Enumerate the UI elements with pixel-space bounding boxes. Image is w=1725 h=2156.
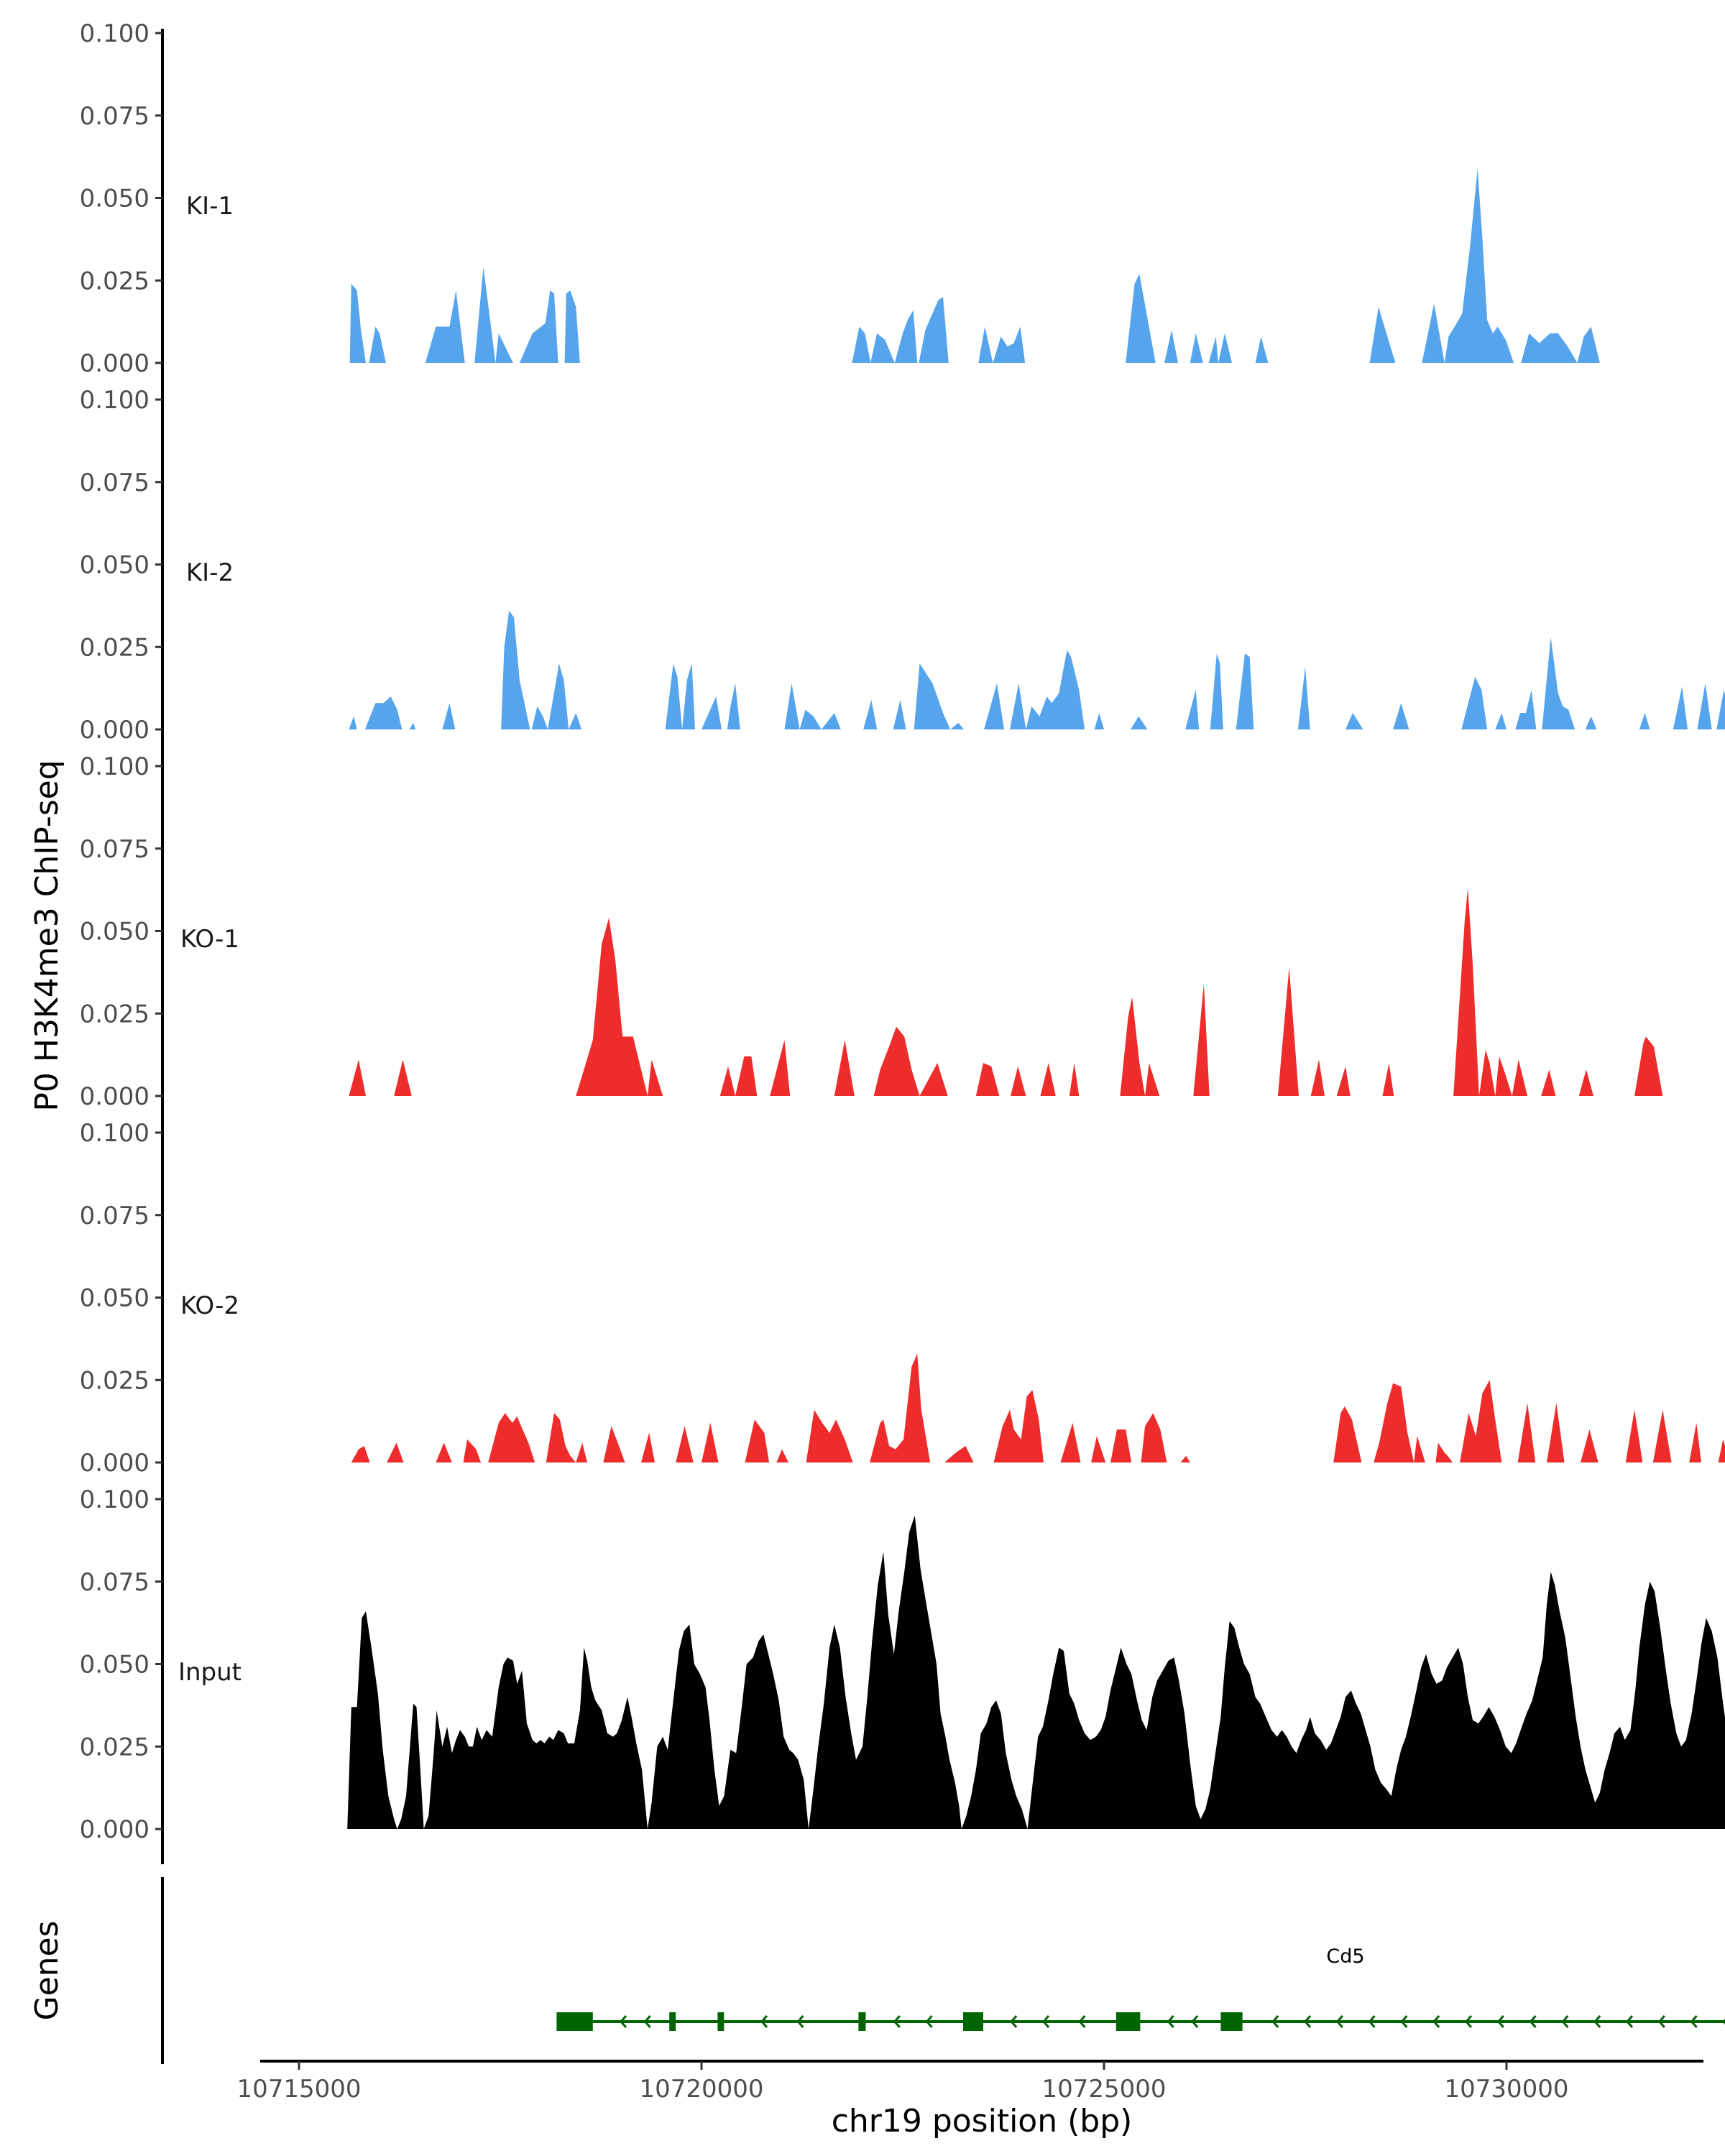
y-tick-label: 0.100 (80, 386, 150, 415)
gene-track: Genes Cd5A430093F15Rik (29, 1877, 1725, 2064)
genes-axis-title: Genes (29, 1920, 65, 2020)
x-axis: chr19 position (bp) 10715000 10720000 1072… (236, 2060, 1703, 2139)
y-tick-label: 0.100 (80, 1485, 150, 1514)
strand-arrow (1042, 2015, 1050, 2028)
y-tick-label: 0.025 (80, 1000, 150, 1028)
y-tick-label: 0.000 (80, 1815, 150, 1844)
strand-arrow (1304, 2015, 1312, 2028)
y-tick-label: 0.000 (80, 716, 150, 745)
y-tick-label: 0.050 (80, 1651, 150, 1680)
coverage-area-ki-2 (349, 610, 1725, 729)
track-ki-1: 0.000 0.025 0.050 0.075 0.100 KI-1 (80, 19, 1725, 398)
strand-arrow (643, 2015, 651, 2028)
strand-arrow (1496, 2015, 1504, 2028)
exon-block (717, 2012, 724, 2031)
coverage-area-input (347, 1515, 1725, 1829)
strand-arrow (1465, 2015, 1473, 2028)
track-ko-2: 0.000 0.025 0.050 0.075 0.100 KO-2 (80, 1119, 1725, 1498)
y-tick-label: 0.075 (80, 1568, 150, 1597)
strand-arrow (620, 2015, 627, 2028)
y-tick-label: 0.075 (80, 102, 150, 131)
strand-arrow (893, 2015, 901, 2028)
y-axis-title: P0 H3K4me3 ChIP-seq (29, 760, 65, 1111)
strand-arrow (1561, 2015, 1569, 2028)
y-tick-label: 0.000 (80, 1082, 150, 1111)
y-tick-label: 0.050 (80, 1284, 150, 1313)
track-input: 0.000 0.025 0.050 0.075 0.100 Input (80, 1485, 1725, 1864)
strand-arrow (1593, 2015, 1601, 2028)
y-tick-label: 0.050 (80, 185, 150, 213)
strand-arrow (1657, 2015, 1665, 2028)
strand-arrow (1368, 2015, 1376, 2028)
strand-arrow (1167, 2015, 1174, 2028)
y-tick-label: 0.075 (80, 1202, 150, 1230)
coverage-area-ki-1 (349, 168, 1725, 363)
gene-name-cd5: Cd5 (1326, 1945, 1364, 1968)
track-label-ko-1: KO-1 (180, 925, 239, 954)
y-tick-label: 0.075 (80, 469, 150, 497)
y-tick-label: 0.050 (80, 551, 150, 580)
strand-arrow (1529, 2015, 1537, 2028)
gene-cd5: Cd5 (556, 1945, 1725, 2031)
track-label-ki-1: KI-1 (186, 192, 234, 221)
strand-arrow (1626, 2015, 1634, 2028)
exon-block (963, 2012, 983, 2031)
exon-block (1220, 2012, 1243, 2031)
y-tick-label: 0.000 (80, 349, 150, 378)
exon-block (858, 2012, 866, 2031)
strand-arrow (925, 2015, 933, 2028)
track-ko-1: 0.000 0.025 0.050 0.075 0.100 KO-1 (80, 752, 1725, 1131)
y-tick-label: 0.050 (80, 918, 150, 946)
y-tick-label: 0.025 (80, 633, 150, 662)
tracks: 0.0000.0250.0500.0750.100KI-10.0000.0250… (80, 19, 1725, 1864)
exon-block (1116, 2012, 1141, 2031)
strand-arrow (1271, 2015, 1279, 2028)
strand-arrow (760, 2015, 768, 2028)
strand-arrow (1400, 2015, 1408, 2028)
y-tick-label: 0.025 (80, 1366, 150, 1395)
strand-arrow (1335, 2015, 1343, 2028)
y-tick-label: 0.100 (80, 752, 150, 781)
y-tick-label: 0.025 (80, 1733, 150, 1761)
strand-arrow (1191, 2015, 1199, 2028)
coverage-area-ko-1 (349, 888, 1725, 1096)
strand-arrow (796, 2015, 804, 2028)
strand-arrow (1690, 2015, 1698, 2028)
x-tick-label: 10725000 (1041, 2075, 1166, 2104)
strand-arrow (1078, 2015, 1086, 2028)
track-label-input: Input (178, 1658, 242, 1687)
track-label-ko-2: KO-2 (180, 1291, 239, 1320)
y-tick-label: 0.000 (80, 1449, 150, 1478)
y-tick-label: 0.100 (80, 19, 150, 48)
track-label-ki-2: KI-2 (186, 558, 234, 587)
y-tick-label: 0.075 (80, 835, 150, 864)
coverage-area-ko-2 (351, 1353, 1725, 1462)
strand-arrow (1722, 2018, 1725, 2025)
strand-arrow (1010, 2015, 1018, 2028)
x-tick-label: 10715000 (236, 2075, 361, 2104)
y-tick-label: 0.025 (80, 267, 150, 295)
strand-arrow (1432, 2015, 1440, 2028)
x-axis-title: chr19 position (bp) (832, 2103, 1133, 2139)
x-tick-label: 10730000 (1444, 2075, 1568, 2104)
exon-block (556, 2012, 593, 2031)
y-tick-label: 0.100 (80, 1119, 150, 1148)
track-ki-2: 0.000 0.025 0.050 0.075 0.100 KI-2 (80, 386, 1725, 765)
x-tick-label: 10720000 (639, 2075, 763, 2104)
exon-block (669, 2012, 676, 2031)
